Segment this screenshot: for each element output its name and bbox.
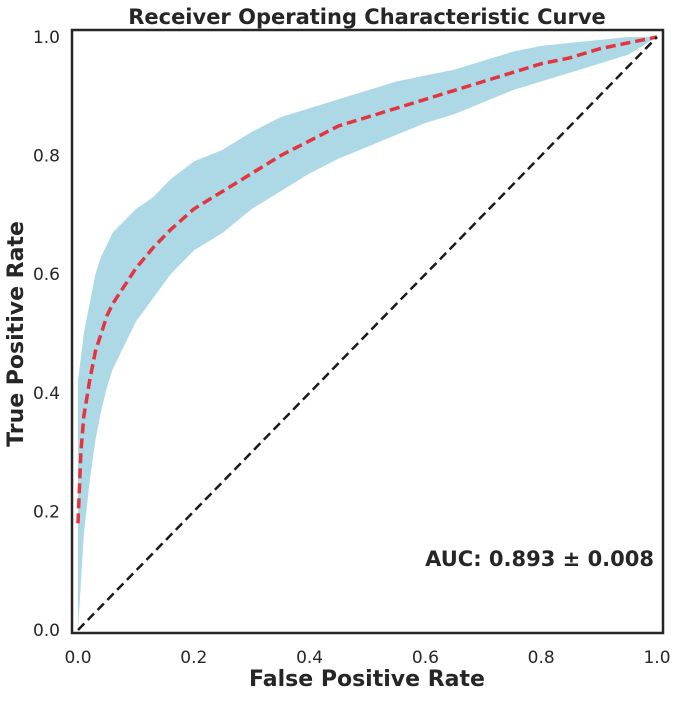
confidence-band	[78, 37, 657, 630]
y-tick-label: 0.4	[33, 384, 60, 404]
chance-line	[77, 36, 658, 631]
y-tick-label: 1.0	[33, 28, 60, 48]
y-axis-title: True Positive Rate	[4, 221, 29, 447]
tick-labels: 0.0 0.2 0.4 0.6 0.8 1.0 0.0 0.2 0.4 0.6 0.8 1.0	[33, 28, 671, 668]
plot-area	[70, 28, 665, 635]
x-axis-title: False Positive Rate	[249, 667, 485, 692]
mean-roc-line	[76, 35, 658, 524]
chart-title: Receiver Operating Characteristic Curve	[128, 5, 606, 29]
y-tick-label: 0.8	[33, 147, 60, 167]
x-tick-label: 1.0	[643, 648, 670, 668]
y-tick-label: 0.0	[33, 621, 60, 641]
x-tick-label: 0.2	[180, 648, 207, 668]
plot-frame	[70, 28, 665, 635]
x-tick-label: 0.6	[412, 648, 439, 668]
y-tick-label: 0.2	[33, 502, 60, 522]
y-tick-label: 0.6	[33, 265, 60, 285]
x-tick-label: 0.4	[296, 648, 323, 668]
x-tick-label: 0.8	[528, 648, 555, 668]
auc-annotation: AUC: 0.893 ± 0.008	[425, 547, 654, 571]
x-tick-label: 0.0	[64, 648, 91, 668]
